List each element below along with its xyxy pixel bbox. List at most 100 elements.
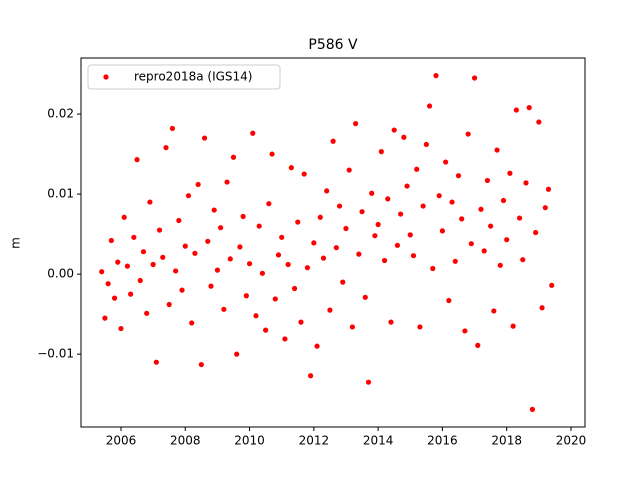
- data-point: [153, 359, 159, 365]
- data-point: [240, 213, 246, 220]
- legend-marker: [103, 74, 109, 80]
- plot-frame: [80, 57, 586, 428]
- data-point: [156, 227, 163, 233]
- data-point: [500, 197, 507, 204]
- data-point: [542, 205, 548, 211]
- data-point: [398, 211, 404, 217]
- data-point: [227, 256, 233, 262]
- data-point: [340, 279, 346, 285]
- data-point: [291, 285, 298, 292]
- x-tick-label: 2008: [170, 434, 201, 448]
- data-point: [195, 181, 201, 188]
- data-point: [211, 207, 217, 213]
- data-point: [99, 269, 105, 275]
- data-point: [182, 243, 188, 249]
- y-axis-label: m: [9, 237, 23, 249]
- data-point: [176, 217, 182, 224]
- y-tick-label: −0.01: [37, 347, 74, 361]
- data-point: [488, 223, 494, 229]
- data-point: [507, 170, 513, 176]
- data-point: [324, 188, 330, 194]
- data-point: [526, 105, 532, 111]
- data-point: [282, 336, 288, 342]
- data-point: [353, 121, 359, 127]
- data-point: [246, 261, 253, 267]
- data-point: [385, 196, 391, 202]
- data-point: [253, 313, 259, 319]
- data-point: [134, 157, 140, 163]
- data-point: [497, 262, 503, 268]
- data-point: [423, 141, 429, 148]
- data-point: [308, 373, 314, 379]
- data-point: [111, 295, 118, 301]
- data-point: [160, 254, 166, 260]
- data-point: [430, 265, 436, 272]
- x-tick-label: 2012: [299, 434, 330, 448]
- data-point: [128, 291, 134, 297]
- data-point: [372, 233, 378, 239]
- data-point: [471, 75, 478, 81]
- chart-title: P586 V: [308, 37, 358, 53]
- data-point: [446, 297, 452, 304]
- data-point: [185, 193, 192, 199]
- data-point: [137, 277, 143, 284]
- data-point: [439, 228, 446, 234]
- data-point: [263, 327, 269, 333]
- data-point: [539, 305, 545, 311]
- data-point: [301, 171, 307, 177]
- data-point: [494, 147, 500, 153]
- data-point: [381, 257, 388, 264]
- data-point: [404, 183, 410, 189]
- data-point: [468, 241, 474, 247]
- data-point: [359, 209, 365, 215]
- data-point: [304, 265, 311, 271]
- data-point: [144, 310, 150, 316]
- data-point: [436, 193, 442, 199]
- x-tick-label: 2014: [363, 434, 394, 448]
- data-point: [475, 342, 481, 348]
- data-point: [356, 251, 362, 257]
- x-tick-label: 2006: [106, 434, 137, 448]
- x-tick-label: 2018: [491, 434, 522, 448]
- data-point: [417, 324, 423, 330]
- data-point: [365, 379, 372, 385]
- y-tick-label: 0.02: [47, 107, 74, 121]
- data-point: [237, 244, 243, 250]
- data-point: [230, 154, 237, 160]
- data-point: [288, 165, 294, 171]
- data-point: [510, 323, 516, 329]
- data-point: [198, 361, 204, 368]
- data-point: [121, 214, 127, 220]
- data-point: [131, 234, 137, 240]
- data-point: [201, 135, 208, 141]
- data-point: [523, 180, 529, 186]
- data-point: [150, 261, 156, 268]
- data-point: [317, 214, 323, 220]
- data-point: [449, 199, 455, 205]
- data-point: [414, 166, 420, 172]
- data-point: [401, 134, 407, 140]
- data-point: [349, 324, 356, 330]
- data-point: [166, 301, 172, 308]
- data-point: [369, 190, 375, 196]
- data-point: [443, 159, 449, 165]
- data-point: [311, 240, 317, 246]
- data-point: [452, 258, 458, 264]
- data-point: [465, 131, 471, 137]
- data-point: [173, 268, 179, 274]
- data-point: [346, 167, 352, 173]
- data-point: [529, 406, 536, 412]
- data-point: [520, 257, 526, 263]
- data-point: [224, 179, 230, 185]
- data-point: [105, 281, 111, 287]
- data-point: [394, 242, 401, 248]
- data-point: [433, 73, 439, 79]
- data-point: [330, 138, 336, 144]
- data-point: [266, 201, 272, 207]
- data-point: [333, 245, 339, 251]
- data-point: [320, 255, 327, 261]
- data-point: [410, 253, 417, 259]
- x-tick-label: 2010: [234, 434, 265, 448]
- data-point: [250, 130, 256, 136]
